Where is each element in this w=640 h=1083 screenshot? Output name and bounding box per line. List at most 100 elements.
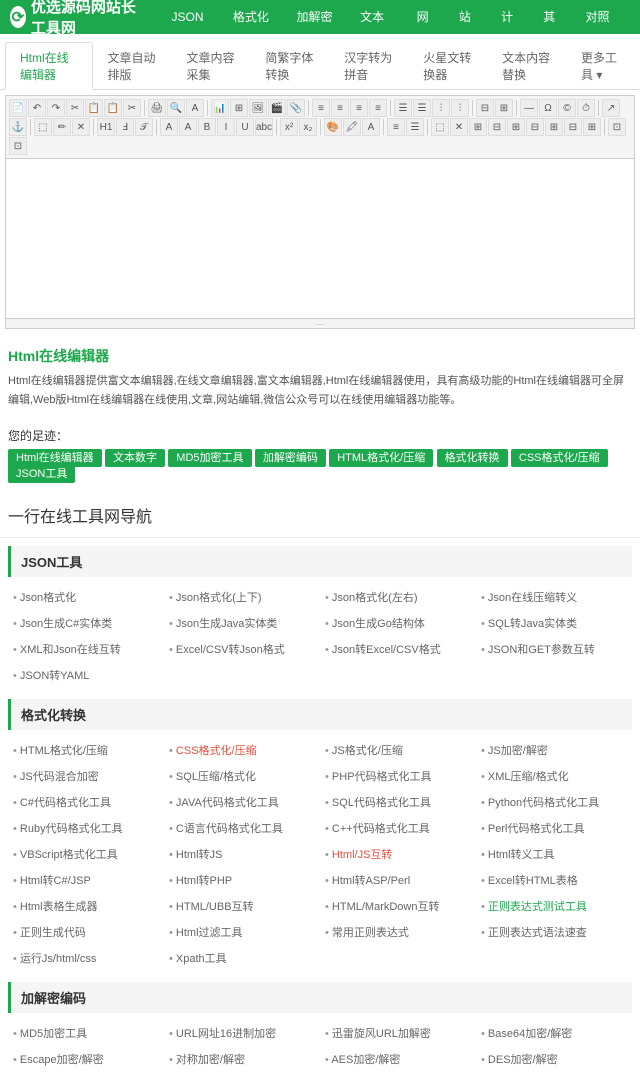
tab[interactable]: 汉字转为拼音 <box>329 42 408 89</box>
toolbar-btn[interactable]: A <box>160 118 178 136</box>
toolbar-btn[interactable]: ☰ <box>394 99 412 117</box>
toolbar-btn[interactable]: ⫶ <box>432 99 450 117</box>
toolbar-btn[interactable]: ✕ <box>72 118 90 136</box>
toolbar-btn[interactable]: ⊟ <box>476 99 494 117</box>
link-item[interactable]: Json格式化(上下) <box>169 587 315 607</box>
toolbar-btn[interactable]: abc <box>255 118 273 136</box>
link-item[interactable]: HTML/UBB互转 <box>169 896 315 916</box>
link-item[interactable]: HTML格式化/压缩 <box>13 740 159 760</box>
tab[interactable]: 文章自动排版 <box>93 42 172 89</box>
link-item[interactable]: Html表格生成器 <box>13 896 159 916</box>
footer-tag[interactable]: CSS格式化/压缩 <box>511 449 608 467</box>
link-item[interactable]: Json转Excel/CSV格式 <box>325 639 471 659</box>
editor-area[interactable] <box>5 159 635 319</box>
toolbar-btn[interactable]: ✂ <box>123 99 141 117</box>
toolbar-btn[interactable]: ✂ <box>66 99 84 117</box>
toolbar-btn[interactable]: ⬚ <box>431 118 449 136</box>
link-item[interactable]: Json格式化(左右) <box>325 587 471 607</box>
link-item[interactable]: Perl代码格式化工具 <box>481 818 627 838</box>
link-item[interactable]: 正则生成代码 <box>13 922 159 942</box>
link-item[interactable]: CSS格式化/压缩 <box>169 740 315 760</box>
toolbar-btn[interactable]: B <box>198 118 216 136</box>
link-item[interactable]: JSON和GET参数互转 <box>481 639 627 659</box>
link-item[interactable]: Ruby代码格式化工具 <box>13 818 159 838</box>
toolbar-btn[interactable]: x₂ <box>299 118 317 136</box>
toolbar-btn[interactable]: A <box>179 118 197 136</box>
footer-tag[interactable]: HTML格式化/压缩 <box>329 449 433 467</box>
link-item[interactable]: Escape加密/解密 <box>13 1049 159 1069</box>
link-item[interactable]: Html转义工具 <box>481 844 627 864</box>
link-item[interactable]: SQL压缩/格式化 <box>169 766 315 786</box>
toolbar-btn[interactable]: ⊟ <box>526 118 544 136</box>
topnav-item[interactable]: 对照列表▾ <box>573 0 630 34</box>
footer-tag[interactable]: 文本数字 <box>105 449 165 467</box>
link-item[interactable]: XML压缩/格式化 <box>481 766 627 786</box>
toolbar-btn[interactable]: I <box>217 118 235 136</box>
toolbar-btn[interactable]: ⊞ <box>583 118 601 136</box>
toolbar-btn[interactable]: ≡ <box>387 118 405 136</box>
topnav-item[interactable]: 站长▾ <box>447 0 489 34</box>
toolbar-btn[interactable]: ≡ <box>369 99 387 117</box>
link-item[interactable]: JS代码混合加密 <box>13 766 159 786</box>
tab[interactable]: 文本内容替换 <box>487 42 566 89</box>
toolbar-btn[interactable]: ↶ <box>28 99 46 117</box>
toolbar-btn[interactable]: A <box>186 99 204 117</box>
toolbar-btn[interactable]: ⊟ <box>564 118 582 136</box>
topnav-item[interactable]: 加解密编码▾ <box>284 0 348 34</box>
link-item[interactable]: Html转JS <box>169 844 315 864</box>
toolbar-btn[interactable]: ≡ <box>350 99 368 117</box>
link-item[interactable]: HTML/MarkDown互转 <box>325 896 471 916</box>
toolbar-btn[interactable]: ⫶ <box>451 99 469 117</box>
toolbar-btn[interactable]: © <box>558 99 576 117</box>
link-item[interactable]: JS格式化/压缩 <box>325 740 471 760</box>
toolbar-btn[interactable]: 🖍 <box>343 118 361 136</box>
toolbar-btn[interactable]: A <box>362 118 380 136</box>
link-item[interactable]: URL网址16进制加密 <box>169 1023 315 1043</box>
link-item[interactable]: 正则表达式测试工具 <box>481 896 627 916</box>
toolbar-btn[interactable]: x² <box>280 118 298 136</box>
toolbar-btn[interactable]: ✏ <box>53 118 71 136</box>
toolbar-btn[interactable]: ⚓ <box>9 118 27 136</box>
toolbar-btn[interactable]: ⊟ <box>488 118 506 136</box>
toolbar-btn[interactable]: ⊞ <box>230 99 248 117</box>
footer-tag[interactable]: MD5加密工具 <box>168 449 251 467</box>
link-item[interactable]: 对称加密/解密 <box>169 1049 315 1069</box>
link-item[interactable]: 迅雷旋风URL加解密 <box>325 1023 471 1043</box>
link-item[interactable]: Html/JS互转 <box>325 844 471 864</box>
link-item[interactable]: 常用正则表达式 <box>325 922 471 942</box>
footer-tag[interactable]: 加解密编码 <box>255 449 326 467</box>
toolbar-btn[interactable]: ≡ <box>312 99 330 117</box>
link-item[interactable]: SQL转Java实体类 <box>481 613 627 633</box>
link-item[interactable]: 运行Js/html/css <box>13 948 159 968</box>
toolbar-btn[interactable]: 📋 <box>104 99 122 117</box>
toolbar-btn[interactable]: ⊞ <box>495 99 513 117</box>
tab[interactable]: 简繁字体转换 <box>250 42 329 89</box>
toolbar-btn[interactable]: ⬚ <box>34 118 52 136</box>
link-item[interactable]: Json生成C#实体类 <box>13 613 159 633</box>
link-item[interactable]: C语言代码格式化工具 <box>169 818 315 838</box>
toolbar-btn[interactable]: H1 <box>97 118 115 136</box>
topnav-item[interactable]: 格式化转换▾ <box>221 0 285 34</box>
link-item[interactable]: XML和Json在线互转 <box>13 639 159 659</box>
topnav-item[interactable]: 其他▾ <box>531 0 573 34</box>
toolbar-btn[interactable]: 🎨 <box>324 118 342 136</box>
link-item[interactable]: Json在线压缩转义 <box>481 587 627 607</box>
toolbar-btn[interactable]: U <box>236 118 254 136</box>
tab[interactable]: Html在线编辑器 <box>5 42 93 90</box>
toolbar-btn[interactable]: 📋 <box>85 99 103 117</box>
toolbar-btn[interactable]: ↷ <box>47 99 65 117</box>
toolbar-btn[interactable]: ⊞ <box>507 118 525 136</box>
tab[interactable]: 火星文转换器 <box>408 42 487 89</box>
link-item[interactable]: Xpath工具 <box>169 948 315 968</box>
toolbar-btn[interactable]: ⊞ <box>545 118 563 136</box>
link-item[interactable]: PHP代码格式化工具 <box>325 766 471 786</box>
tab[interactable]: 文章内容采集 <box>171 42 250 89</box>
toolbar-btn[interactable]: — <box>520 99 538 117</box>
toolbar-btn[interactable]: 🔍 <box>167 99 185 117</box>
link-item[interactable]: JS加密/解密 <box>481 740 627 760</box>
topnav-item[interactable]: JSON工具▾ <box>160 0 221 34</box>
toolbar-btn[interactable]: ≡ <box>331 99 349 117</box>
link-item[interactable]: AES加密/解密 <box>325 1049 471 1069</box>
link-item[interactable]: JSON转YAML <box>13 665 159 685</box>
toolbar-btn[interactable]: ☰ <box>406 118 424 136</box>
